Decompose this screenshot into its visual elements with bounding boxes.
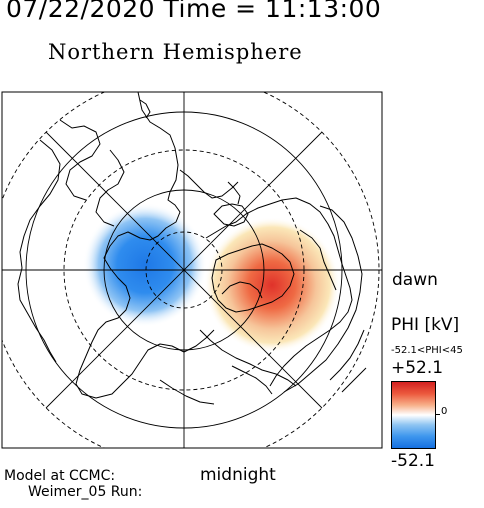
coastlines (17, 92, 367, 405)
hemisphere-title: Northern Hemisphere (48, 40, 303, 64)
coastline (95, 149, 125, 227)
meridian-lines (2, 92, 382, 448)
colorbar-quantity: PHI [kV] (391, 315, 460, 335)
colorbar (391, 381, 436, 449)
model-label: Model at CCMC: (4, 468, 116, 484)
colorbar-range-text: -52.1<PHI<45 (391, 345, 463, 356)
colorbar-min-label: -52.1 (391, 451, 435, 471)
coastline (329, 329, 365, 381)
datetime-title: 07/22/2020 Time = 11:13:00 (6, 0, 382, 23)
coastline (213, 203, 249, 227)
colorbar-zero-label: 0 (441, 406, 448, 417)
coastline (283, 205, 363, 393)
meridian-line (45, 131, 323, 409)
coastline (159, 379, 215, 405)
coastline (231, 365, 273, 395)
coastline (75, 92, 215, 399)
polar-potential-map (1, 91, 383, 449)
midnight-label: midnight (200, 465, 276, 485)
coastline (59, 119, 101, 201)
coastline (139, 99, 151, 119)
coastline (341, 367, 367, 393)
run-label: Weimer_05 Run: (28, 484, 143, 500)
coastline (299, 229, 337, 291)
coastline (221, 281, 263, 299)
colorbar-max-label: +52.1 (391, 358, 444, 378)
coastline (179, 169, 239, 199)
coastline (17, 139, 61, 363)
coastline (205, 197, 353, 387)
colorbar-zero-tick (436, 414, 440, 415)
negative-potential-cell (83, 195, 207, 335)
coastline (199, 329, 297, 387)
dawn-label: dawn (392, 270, 438, 290)
positive-potential-cell (198, 196, 338, 368)
coastline (227, 181, 241, 205)
coastline (211, 243, 295, 313)
